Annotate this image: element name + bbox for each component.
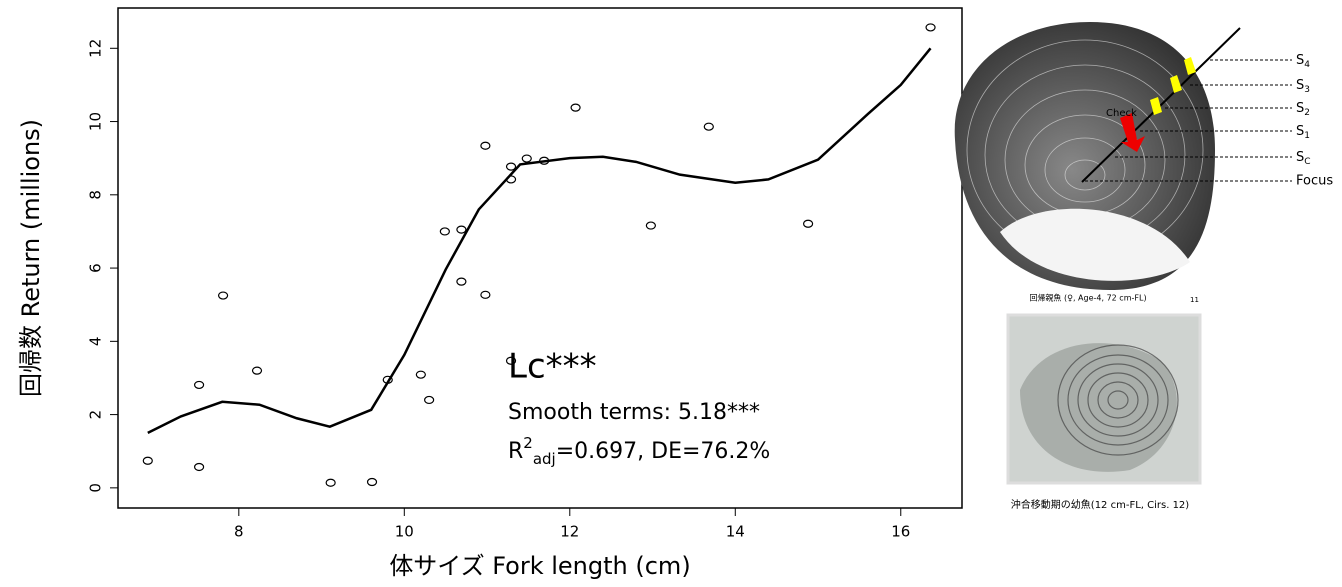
data-point [193,380,205,390]
data-point [480,290,491,299]
layer-label-letter: S [1296,124,1304,139]
annotation-sup: 2 [523,434,533,452]
layer-label-sub: 3 [1304,85,1310,95]
layer-label: S3 [1296,78,1310,95]
y-tick-label: 6 [87,263,105,273]
data-point [142,456,153,465]
data-point [415,370,426,379]
caption: 沖合移動期の幼魚(12 cm-FL, Cirs. 12) [1011,498,1189,511]
annotation-sub: adj [533,450,556,468]
plot-frame [117,7,963,509]
y-tick-label: 4 [87,337,105,347]
layer-label: SC [1296,150,1311,167]
annotation: R2adj=0.697, DE=76.2% [508,434,770,468]
data-point [382,375,393,384]
data-point [439,227,450,236]
x-tick-label: 14 [726,523,745,541]
data-point [505,356,517,365]
y-tick-label: 2 [87,410,105,420]
layer-label: S2 [1296,101,1310,118]
data-point [251,366,263,375]
layer-label: S1 [1296,124,1310,141]
layer-label-sub: 1 [1304,131,1310,141]
data-point [325,478,336,487]
data-point [505,175,517,184]
layer-label-sub: 4 [1304,60,1310,70]
y-tick-label: 10 [87,112,105,131]
juvenile-image [1006,313,1202,485]
layer-label: S4 [1296,53,1310,70]
data-point [480,141,491,150]
smooth-fit-line [147,47,932,435]
annotation: Smooth terms: 5.18*** [508,400,760,425]
layer-label-sub: C [1304,157,1310,167]
y-tick-label: 12 [87,39,105,58]
annotation: Lc*** [508,347,597,387]
x-tick-label: 8 [234,523,244,541]
layer-label-letter: S [1296,101,1304,116]
otolith-image [954,22,1292,290]
layer-label-letter: S [1296,78,1304,93]
check-label: Check [1106,108,1137,119]
x-axis-title: 体サイズ Fork length (cm) [389,552,690,580]
data-point [366,477,378,487]
layer-label-letter: S [1296,53,1304,68]
caption: 回帰親魚 (♀, Age-4, 72 cm-FL) [1029,293,1146,303]
data-point [645,221,656,230]
page-number: 11 [1190,296,1199,304]
x-tick-label: 12 [560,523,579,541]
data-point [703,122,714,131]
annotation-part: R [508,439,523,464]
annotation-part: =0.697, DE=76.2% [556,439,771,464]
data-point [456,225,467,234]
y-axis-title: 回帰数 Return (millions) [17,119,45,397]
data-point [217,291,229,300]
x-tick-label: 16 [891,523,910,541]
y-tick-label: 8 [87,190,105,200]
layer-label-sub: 2 [1304,108,1310,118]
focus-label: Focus [1296,174,1333,189]
x-tick-label: 10 [395,523,414,541]
data-point [521,154,532,163]
data-point [539,156,550,165]
data-point [802,219,814,228]
y-tick-label: 0 [87,483,105,493]
data-point [193,462,205,472]
data-point [925,23,936,32]
data-point [570,103,581,112]
data-point [456,277,467,286]
data-point [505,162,517,171]
data-point [424,395,435,405]
layer-label-letter: S [1296,150,1304,165]
